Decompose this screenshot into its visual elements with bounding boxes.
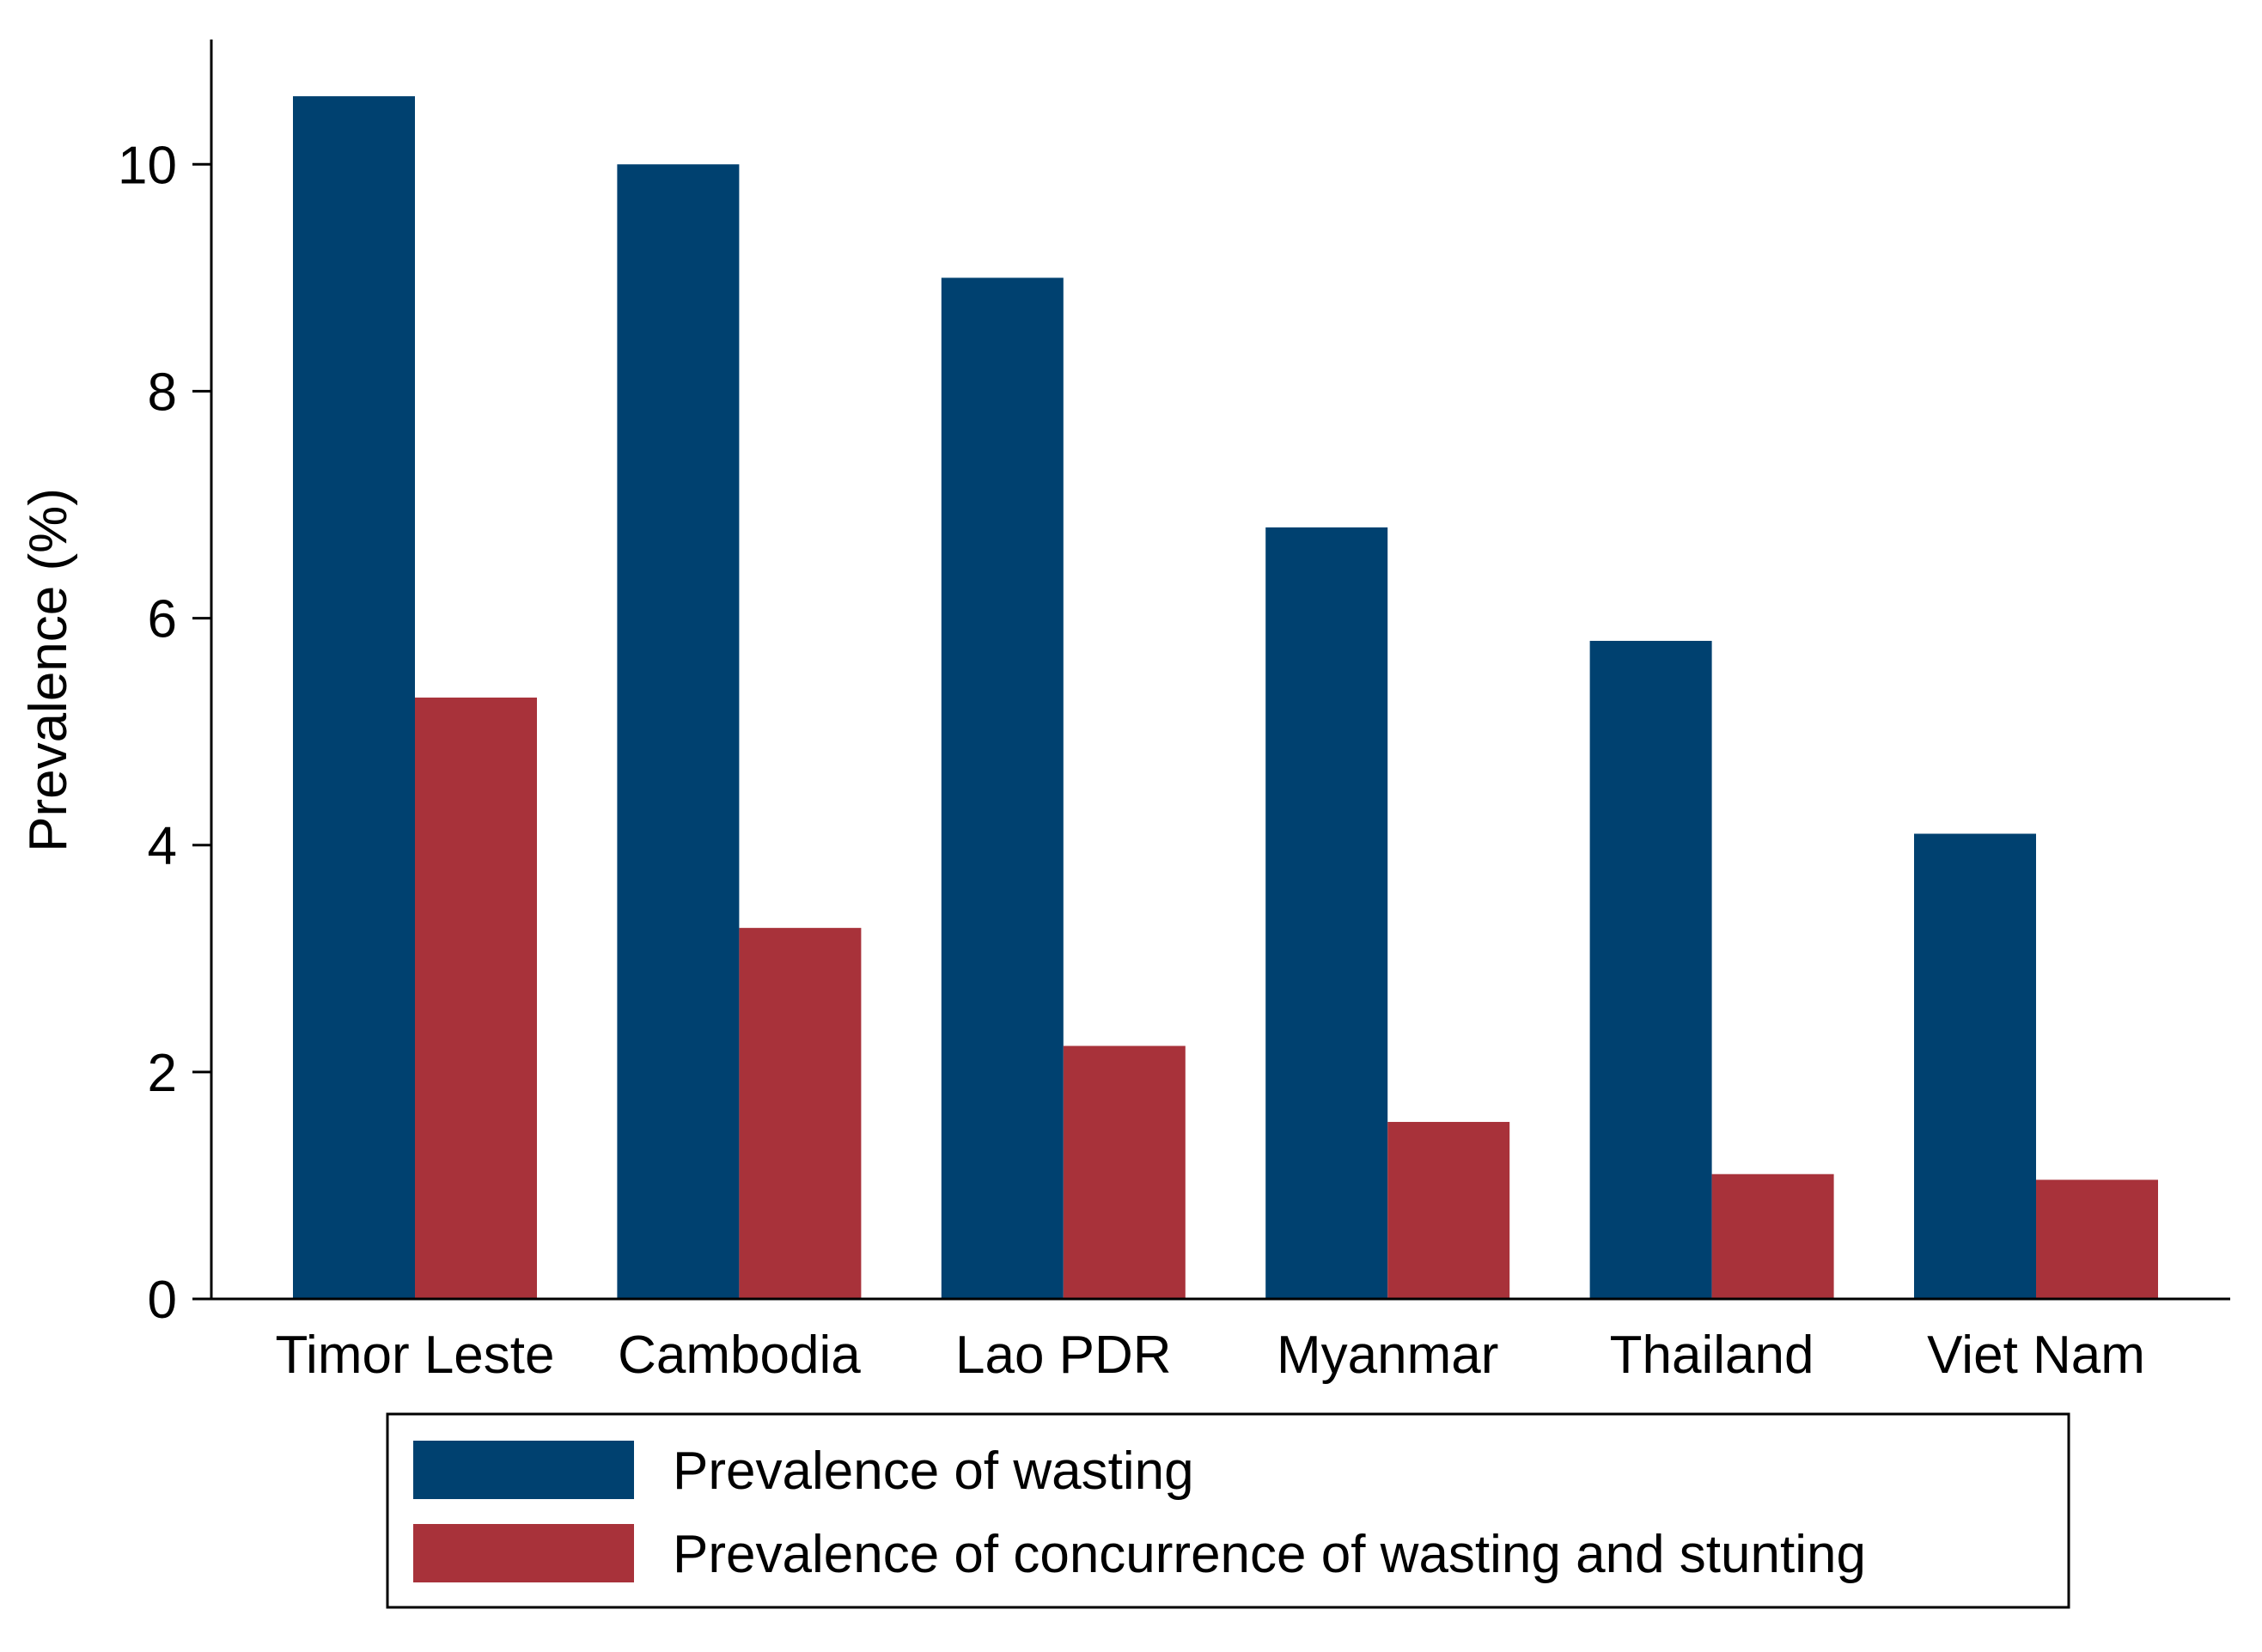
x-tick-label: Timor Leste [275, 1326, 554, 1385]
y-tick-label: 2 [148, 1044, 177, 1103]
y-tick-label: 10 [118, 136, 177, 195]
bar-concurrence-lao-pdr [1063, 1045, 1186, 1299]
legend-label-wasting: Prevalence of wasting [673, 1442, 1194, 1501]
x-tick-labels: Timor Leste Cambodia Lao PDR Myanmar Thailan… [275, 1326, 2144, 1385]
bar-wasting-thailand [1589, 640, 1712, 1299]
y-tick-label: 8 [148, 363, 177, 422]
x-tick-label: Myanmar [1277, 1326, 1498, 1385]
y-tick-label: 6 [148, 590, 177, 649]
x-tick-label: Viet Nam [1927, 1326, 2145, 1385]
legend-items: Prevalence of wasting Prevalence of concu… [413, 1441, 1866, 1584]
bar-concurrence-cambodia [739, 928, 862, 1299]
y-tick-label: 4 [148, 817, 177, 876]
bar-wasting-myanmar [1265, 527, 1388, 1299]
bar-wasting-viet-nam [1914, 833, 2036, 1299]
y-axis-label: Prevalence (%) [19, 488, 78, 852]
x-tick-label: Thailand [1610, 1326, 1814, 1385]
bar-concurrence-viet-nam [2036, 1180, 2158, 1299]
bar-wasting-lao-pdr [941, 277, 1064, 1300]
x-tick-label: Cambodia [618, 1326, 861, 1385]
bar-concurrence-timor-leste [415, 698, 537, 1299]
bar-concurrence-myanmar [1387, 1121, 1510, 1299]
y-tick-label: 0 [148, 1271, 177, 1330]
bar-wasting-cambodia [617, 164, 740, 1299]
legend-box [386, 1412, 2070, 1609]
legend-label-concurrence: Prevalence of concurrence of wasting and… [673, 1525, 1866, 1584]
legend-swatch-wasting [413, 1441, 634, 1499]
bar-concurrence-thailand [1711, 1173, 1834, 1299]
y-ticks: 0 2 4 6 8 10 [118, 136, 211, 1330]
bar-wasting-timor-leste [293, 96, 415, 1300]
bars-layer [293, 96, 2158, 1300]
x-tick-label: Lao PDR [955, 1326, 1172, 1385]
legend: Prevalence of wasting Prevalence of concu… [386, 1412, 2070, 1609]
legend-swatch-concurrence [413, 1524, 634, 1582]
